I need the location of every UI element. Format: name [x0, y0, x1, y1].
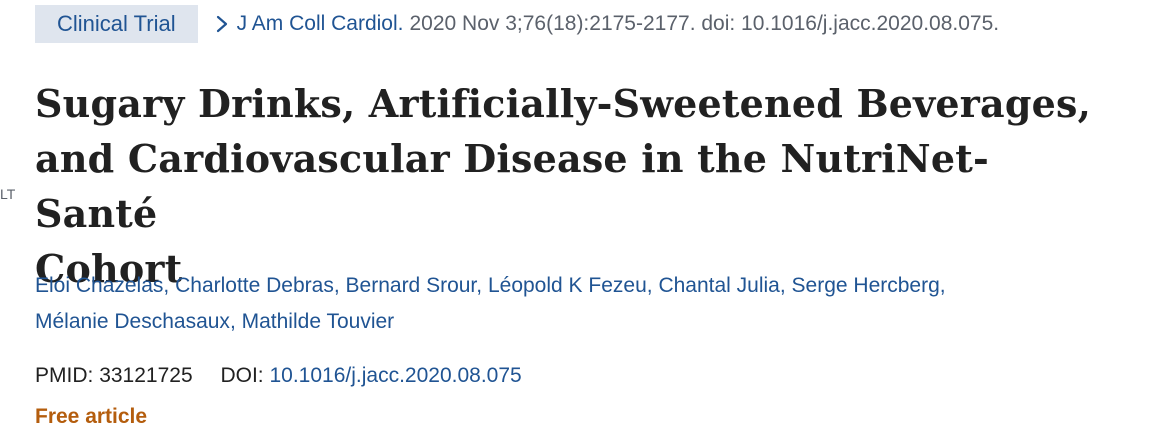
- author-link[interactable]: Mélanie Deschasaux: [35, 310, 230, 333]
- author-link[interactable]: Eloi Chazelas: [35, 274, 164, 297]
- doi-label: DOI:: [220, 364, 264, 387]
- free-article-label: Free article: [35, 405, 148, 428]
- pmid-label: PMID:: [35, 364, 94, 387]
- article-citation[interactable]: J Am Coll Cardiol. 2020 Nov 3;76(18):217…: [213, 12, 1000, 36]
- author-link[interactable]: Bernard Srour: [345, 274, 477, 297]
- title-line-1: Sugary Drinks, Artificially-Sweetened Be…: [35, 81, 1092, 126]
- article-source-line: Clinical Trial J Am Coll Cardiol. 2020 N…: [35, 5, 999, 43]
- author-link[interactable]: Léopold K Fezeu: [487, 274, 647, 297]
- pmid-value: 33121725: [99, 364, 193, 387]
- doi-link[interactable]: 10.1016/j.jacc.2020.08.075: [269, 364, 522, 387]
- author-link[interactable]: Serge Hercberg: [791, 274, 940, 297]
- title-line-2: and Cardiovascular Disease in the NutriN…: [35, 136, 989, 236]
- citation-details: 2020 Nov 3;76(18):2175-2177. doi: 10.101…: [409, 12, 1000, 35]
- publication-type-badge: Clinical Trial: [35, 5, 198, 43]
- author-link[interactable]: Mathilde Touvier: [241, 310, 395, 333]
- truncated-left-edge-text: LT: [0, 186, 16, 202]
- title-line-3: Cohort: [35, 246, 183, 291]
- article-identifiers: PMID: 33121725 DOI: 10.1016/j.jacc.2020.…: [35, 361, 522, 391]
- author-link[interactable]: Chantal Julia: [658, 274, 780, 297]
- chevron-right-icon[interactable]: [213, 12, 233, 36]
- authors-list: Eloi Chazelas, Charlotte Debras, Bernard…: [35, 274, 946, 333]
- author-link[interactable]: Charlotte Debras: [175, 274, 334, 297]
- journal-link[interactable]: J Am Coll Cardiol.: [236, 12, 404, 35]
- article-title: Sugary Drinks, Artificially-Sweetened Be…: [35, 76, 1095, 296]
